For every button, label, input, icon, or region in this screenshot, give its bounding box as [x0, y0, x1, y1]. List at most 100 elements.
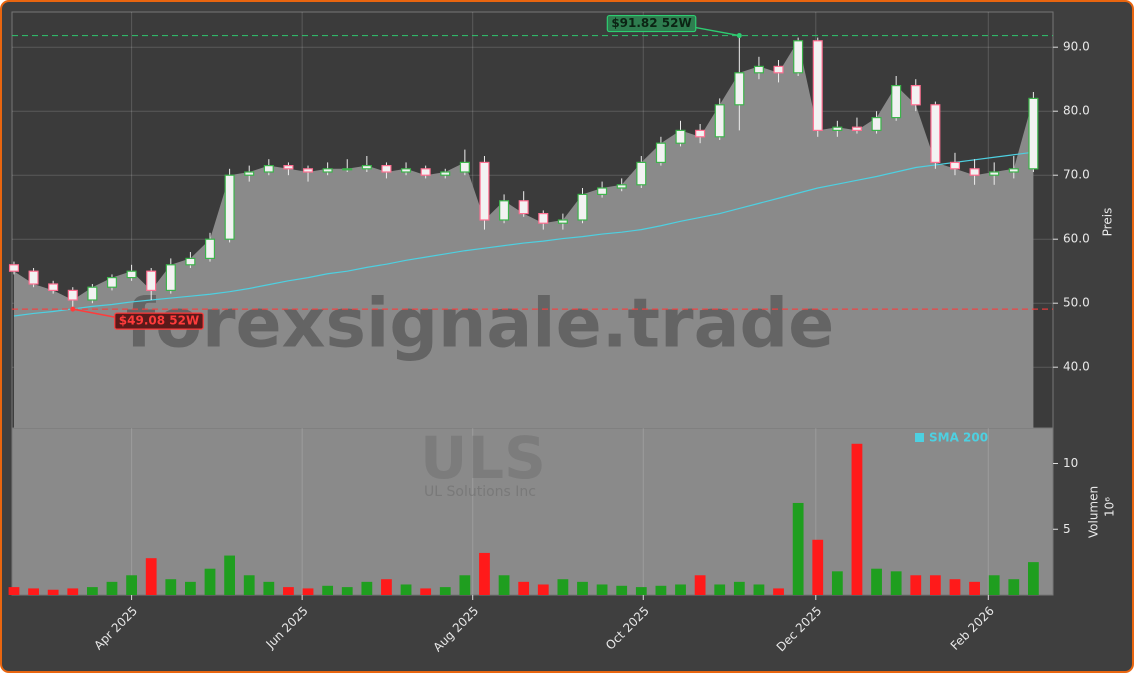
annotation-box [114, 312, 204, 330]
candle-body [361, 165, 372, 170]
volume-bar [753, 584, 765, 595]
candle-body [224, 174, 235, 240]
candle-body [28, 270, 39, 285]
volume-bar [988, 575, 1000, 595]
candle-body [146, 270, 157, 292]
y-tick-label: 50.0 [1063, 296, 1090, 310]
volume-bar [812, 539, 824, 595]
y-tick-label: 70.0 [1063, 168, 1090, 182]
volume-bar [243, 575, 255, 595]
candle-body [734, 72, 745, 106]
candle-body [793, 40, 804, 74]
candle-body [459, 161, 470, 173]
candle-body [538, 213, 549, 224]
volume-bar [8, 587, 20, 595]
volume-bar [341, 587, 353, 595]
volume-bar [420, 588, 432, 595]
candle-body [244, 171, 255, 176]
volume-bar [185, 581, 196, 595]
candle-body [949, 161, 960, 170]
volume-bar [929, 575, 941, 595]
volume-bar [949, 579, 961, 595]
candle-body [106, 277, 117, 288]
volume-bar [322, 585, 334, 595]
volume-bar [145, 558, 157, 595]
volume-bar [831, 571, 843, 595]
annotation-label: $91.82 52W [611, 16, 691, 30]
y-tick-label: 10 [1063, 456, 1078, 470]
volume-bar [675, 584, 686, 595]
candle-body [1028, 97, 1039, 170]
volume-bar [165, 579, 177, 595]
candle-body [636, 161, 647, 186]
candle-body [440, 171, 451, 176]
annotation-arrow [695, 26, 740, 37]
candle-body [381, 165, 392, 173]
candle-body [185, 257, 196, 266]
candle-body [695, 129, 706, 138]
annotation-label: $49.08 52W [119, 314, 199, 328]
volume-bar [106, 581, 118, 595]
volume-bar [204, 568, 216, 595]
watermark-ticker: ULS [420, 424, 546, 492]
volume-bar [126, 575, 137, 595]
candle-body [283, 165, 294, 170]
candle-body [48, 283, 59, 292]
volume-bar [224, 555, 236, 595]
price-area [13, 40, 1034, 429]
candle-body [557, 219, 568, 224]
candle-body [871, 116, 882, 131]
candle-body [67, 289, 78, 301]
candle-body [753, 65, 764, 74]
price-axis-label: Preis [1101, 208, 1115, 237]
annotation-arrow-head [736, 33, 742, 39]
volume-bar [47, 589, 59, 595]
candle-body [518, 200, 529, 215]
candle-body [8, 264, 19, 272]
volume-bar [28, 588, 39, 595]
volume-bar [459, 575, 471, 595]
candle-body [930, 104, 941, 164]
y-tick-label: 60.0 [1063, 232, 1090, 246]
volume-bar [635, 587, 647, 595]
volume-bar [655, 585, 667, 595]
candle-body [989, 171, 1000, 176]
watermark-site: forexsignale.trade [126, 285, 835, 364]
candle-body [165, 264, 176, 291]
candle-body [812, 40, 823, 131]
volume-bar [67, 588, 79, 595]
volume-bar [1008, 579, 1020, 595]
volume-bar [694, 575, 706, 595]
volume-bar [1028, 562, 1039, 595]
candle-body [597, 187, 608, 196]
y-tick-label: 5 [1063, 522, 1071, 536]
candle-body [499, 200, 510, 221]
volume-bar [381, 579, 392, 595]
volume-bar [361, 581, 373, 595]
sma-line [13, 151, 1034, 317]
candle-body [204, 238, 216, 259]
candle-body [675, 129, 686, 144]
y-tick-label: 90.0 [1063, 40, 1090, 54]
candle-body [969, 168, 980, 176]
candle-body [342, 168, 353, 171]
annotation-arrow [72, 308, 115, 318]
candle-body [773, 65, 784, 74]
volume-unit: 10⁶ [1103, 497, 1117, 517]
candle-body [616, 184, 627, 189]
volume-bar [890, 571, 902, 595]
candle-body [714, 104, 725, 138]
watermark-company: UL Solutions Inc [424, 484, 536, 500]
legend-label: SMA 200 [929, 431, 988, 445]
volume-bar [733, 581, 745, 595]
candle-body [420, 168, 431, 176]
y-tick-label: 40.0 [1063, 360, 1090, 374]
candle-body [832, 126, 843, 131]
volume-axis-label: Volumen [1087, 486, 1101, 538]
candle-body [263, 165, 274, 173]
volume-bar [302, 588, 314, 595]
candle-body [891, 84, 902, 119]
candle-body [401, 168, 412, 173]
candle-body [322, 168, 333, 173]
